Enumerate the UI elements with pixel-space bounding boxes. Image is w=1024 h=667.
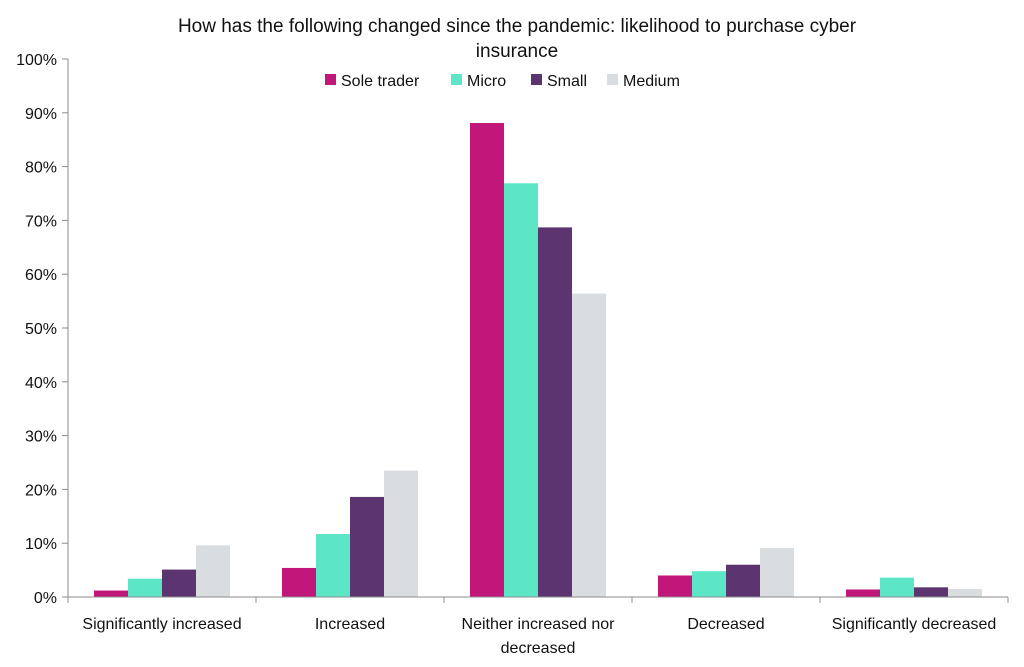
bars bbox=[94, 123, 982, 598]
chart-title: How has the following changed since the … bbox=[178, 16, 857, 62]
y-axis: 0% 10% 20% 30% 40% 50% 60% 70% 80% 90% 100% bbox=[16, 52, 69, 607]
y-tick-label: 20% bbox=[25, 482, 57, 499]
y-tick-label: 10% bbox=[25, 536, 57, 553]
x-category-label: Significantly increased bbox=[82, 616, 241, 633]
y-tick-label: 30% bbox=[25, 429, 57, 446]
bar-sole-trader bbox=[470, 123, 504, 597]
bar-sole-trader bbox=[282, 567, 316, 597]
bar-micro bbox=[692, 571, 726, 597]
x-category-label: Neither increased nor bbox=[462, 616, 616, 633]
legend-swatch bbox=[451, 74, 462, 85]
x-category-label: decreased bbox=[501, 640, 576, 657]
bar-sole-trader bbox=[846, 589, 880, 597]
y-tick-label: 60% bbox=[25, 267, 57, 284]
legend-label: Sole trader bbox=[341, 73, 420, 90]
legend: Sole trader Micro Small Medium bbox=[325, 73, 680, 90]
bar-sole-trader bbox=[94, 590, 128, 597]
bar-micro bbox=[880, 577, 914, 597]
chart-title-line-2: insurance bbox=[476, 41, 558, 62]
bar-small bbox=[538, 227, 572, 598]
bar-micro bbox=[504, 183, 538, 597]
x-axis: Significantly increased Increased Neither … bbox=[67, 596, 1009, 657]
legend-swatch bbox=[325, 74, 336, 85]
bar-medium bbox=[196, 545, 230, 597]
chart-title-line-1: How has the following changed since the … bbox=[178, 16, 857, 37]
bar-micro bbox=[128, 578, 162, 597]
bar-medium bbox=[384, 470, 418, 597]
legend-label: Micro bbox=[467, 73, 506, 90]
bar-small bbox=[350, 496, 384, 597]
x-category-label: Decreased bbox=[687, 616, 764, 633]
bar-micro bbox=[316, 534, 350, 597]
bar-small bbox=[162, 569, 196, 597]
legend-swatch bbox=[531, 74, 542, 85]
y-tick-label: 100% bbox=[16, 52, 57, 69]
x-category-label: Increased bbox=[315, 616, 385, 633]
y-tick-label: 50% bbox=[25, 321, 57, 338]
y-tick-label: 90% bbox=[25, 106, 57, 123]
y-tick-label: 70% bbox=[25, 213, 57, 230]
bar-medium bbox=[948, 588, 982, 597]
legend-label: Medium bbox=[623, 73, 680, 90]
bar-medium bbox=[760, 548, 794, 597]
y-tick-label: 40% bbox=[25, 375, 57, 392]
y-tick-label: 0% bbox=[34, 590, 57, 607]
bar-sole-trader bbox=[658, 575, 692, 597]
x-category-label: Significantly decreased bbox=[832, 616, 997, 633]
bar-small bbox=[914, 587, 948, 597]
legend-label: Small bbox=[547, 73, 587, 90]
y-tick-label: 80% bbox=[25, 160, 57, 177]
bar-medium bbox=[572, 293, 606, 597]
bar-small bbox=[726, 564, 760, 597]
legend-swatch bbox=[607, 74, 618, 85]
